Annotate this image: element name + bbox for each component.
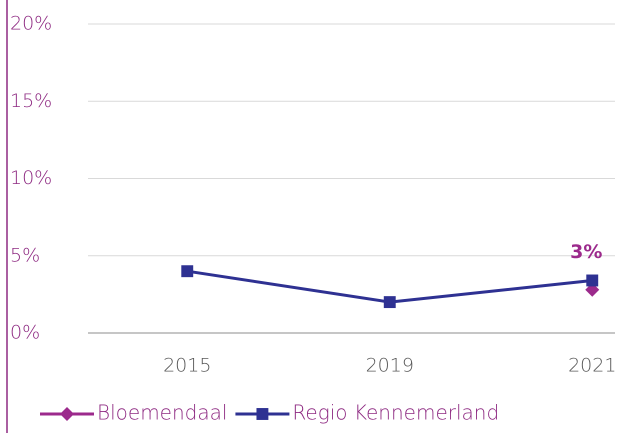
- y-tick-label: 15%: [10, 90, 52, 112]
- y-tick-label: 0%: [10, 322, 40, 344]
- legend-label: Bloemendaal: [97, 401, 227, 425]
- point-marker: [383, 296, 396, 309]
- y-tick-label: 10%: [10, 167, 52, 189]
- point-marker: [586, 274, 599, 287]
- x-tick-label: 2015: [163, 355, 211, 377]
- y-tick-label: 5%: [10, 244, 40, 266]
- legend-label: Regio Kennemerland: [292, 401, 499, 425]
- data-label: 3%: [570, 241, 602, 263]
- legend-marker: [256, 408, 269, 420]
- x-tick-label: 2019: [366, 355, 414, 377]
- point-marker: [181, 265, 194, 278]
- legend-marker: [60, 407, 74, 421]
- y-tick-label: 20%: [10, 13, 52, 35]
- x-tick-label: 2021: [568, 355, 616, 377]
